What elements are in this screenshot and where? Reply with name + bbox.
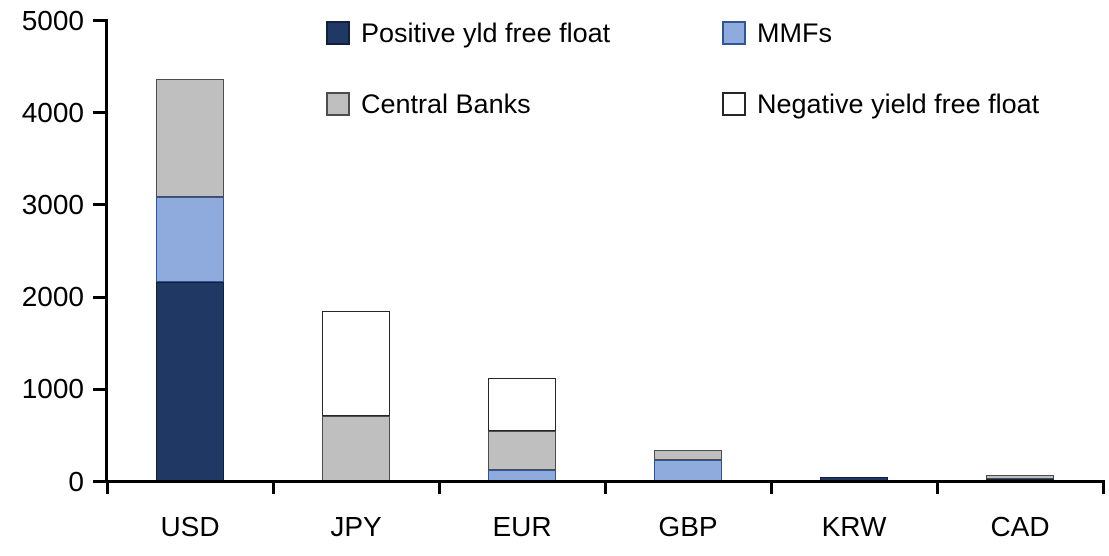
x-axis-tick [1101,480,1105,494]
x-category-label: KRW [821,511,887,542]
bar-segment-central-banks [986,474,1054,479]
x-category-label: CAD [990,511,1050,542]
bar-segment-mmfs [654,460,722,482]
legend-label: Central Banks [361,89,531,119]
y-axis-tick [93,19,107,22]
legend-label: Positive yld free float [361,18,611,48]
legend-label: Negative yield free float [757,89,1040,119]
legend-swatch-mmfs [722,21,746,45]
y-tick-label: 2000 [21,281,84,313]
y-axis-tick [93,387,107,391]
y-axis-line [105,19,108,483]
bar-segment-central-banks [654,450,722,461]
bar-segment-positive-yld-free-float [156,282,224,482]
legend-item-mmfs: MMFs [722,18,832,48]
y-axis-tick [93,295,107,299]
bar-segment-central-banks [156,78,224,197]
bar-segment-negative-yield-free-float [322,310,390,417]
y-axis-tick [93,480,107,483]
y-tick-label: 5000 [21,4,84,36]
y-tick-label: 1000 [21,373,84,405]
bar-segment-mmfs [156,196,224,283]
y-tick-label: 0 [68,465,84,497]
x-axis-tick [935,480,939,494]
x-axis-tick [769,480,773,494]
x-category-label: USD [160,511,220,542]
x-category-label: GBP [658,511,718,542]
bar-segment-central-banks [322,416,390,482]
y-tick-label: 3000 [21,188,84,220]
bar-segment-negative-yield-free-float [488,378,556,431]
legend-swatch-central-banks [326,92,350,116]
x-axis-tick [603,480,607,494]
x-axis-tick [271,480,275,494]
x-axis-tick [437,480,441,494]
legend-item-negative-yield-free-float: Negative yield free float [722,89,1040,119]
y-tick-label: 4000 [21,96,84,128]
x-category-label: JPY [330,511,382,542]
x-axis-tick [105,480,109,494]
legend-label: MMFs [757,18,832,48]
y-axis-tick [93,111,107,115]
legend-swatch-positive-yld-free-float [326,21,350,45]
y-axis-tick [93,203,107,207]
x-category-label: EUR [492,511,552,542]
bar-segment-central-banks [488,430,556,471]
legend-item-positive-yld-free-float: Positive yld free float [326,18,611,48]
legend-swatch-negative-yield-free-float [722,92,746,116]
legend-item-central-banks: Central Banks [326,89,531,119]
